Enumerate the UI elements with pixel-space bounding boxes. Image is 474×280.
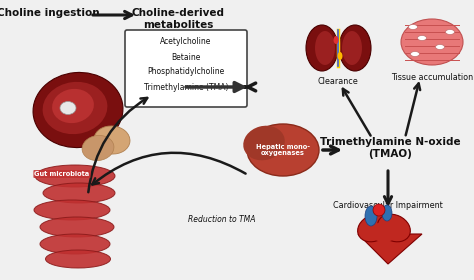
Ellipse shape (365, 206, 377, 226)
Ellipse shape (342, 31, 362, 65)
Ellipse shape (306, 25, 338, 71)
Ellipse shape (35, 165, 115, 187)
Ellipse shape (52, 89, 94, 123)
Text: Clearance: Clearance (318, 78, 358, 87)
Ellipse shape (40, 234, 110, 254)
Text: Gut microbiota: Gut microbiota (35, 171, 90, 177)
Ellipse shape (337, 52, 343, 60)
Ellipse shape (446, 29, 455, 34)
Ellipse shape (370, 222, 398, 242)
Ellipse shape (60, 102, 76, 115)
Text: Reduction to TMA: Reduction to TMA (188, 216, 256, 225)
Ellipse shape (43, 183, 115, 203)
Ellipse shape (382, 205, 392, 221)
FancyBboxPatch shape (125, 30, 247, 107)
Ellipse shape (315, 31, 335, 65)
Ellipse shape (40, 217, 114, 237)
Ellipse shape (243, 126, 285, 160)
Text: Trimethylamine N-oxide
(TMAO): Trimethylamine N-oxide (TMAO) (319, 137, 460, 159)
Ellipse shape (334, 36, 338, 44)
Ellipse shape (418, 36, 427, 41)
Text: Cardiovascular Impairment: Cardiovascular Impairment (333, 202, 443, 211)
Ellipse shape (247, 124, 319, 176)
Ellipse shape (34, 200, 110, 220)
Ellipse shape (409, 25, 418, 29)
Ellipse shape (358, 214, 391, 242)
Ellipse shape (339, 25, 371, 71)
Text: Phosphatidylcholine: Phosphatidylcholine (147, 67, 225, 76)
Ellipse shape (82, 136, 114, 160)
Ellipse shape (94, 126, 130, 154)
Ellipse shape (33, 73, 123, 148)
Ellipse shape (43, 82, 108, 134)
Text: Choline-derived
metabolites: Choline-derived metabolites (131, 8, 225, 30)
Ellipse shape (436, 45, 445, 50)
Text: Acetylcholine: Acetylcholine (160, 38, 212, 46)
Text: Betaine: Betaine (171, 53, 201, 62)
Ellipse shape (373, 204, 385, 216)
Ellipse shape (401, 19, 463, 65)
Text: Tissue accumulation: Tissue accumulation (391, 73, 473, 81)
Polygon shape (358, 234, 422, 264)
Text: Trimethylamine (TMA): Trimethylamine (TMA) (144, 83, 228, 92)
Ellipse shape (410, 52, 419, 57)
Text: Hepatic mono-
oxygenases: Hepatic mono- oxygenases (256, 143, 310, 157)
Text: Choline ingestion: Choline ingestion (0, 8, 100, 18)
Ellipse shape (378, 214, 410, 242)
Ellipse shape (46, 250, 110, 268)
